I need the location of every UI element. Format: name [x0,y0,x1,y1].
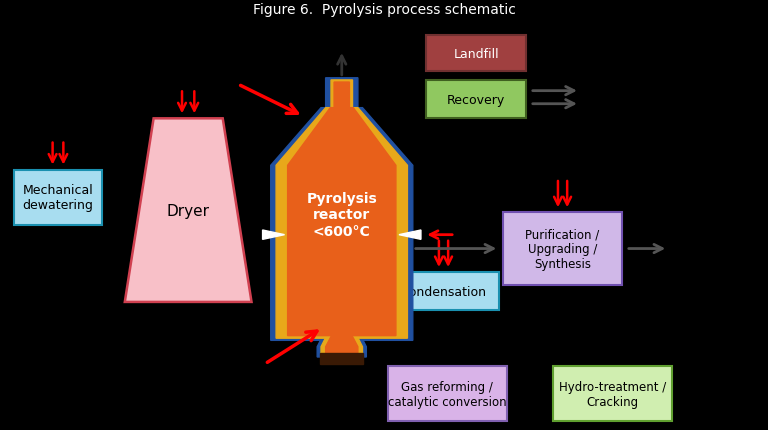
Polygon shape [287,83,396,336]
Bar [320,353,363,364]
Text: Dryer: Dryer [167,203,210,218]
Text: Condensation: Condensation [401,285,486,298]
Text: Recovery: Recovery [447,93,505,106]
Polygon shape [317,336,366,357]
Polygon shape [276,81,407,338]
Polygon shape [321,336,362,356]
Text: Figure 6.  Pyrolysis process schematic: Figure 6. Pyrolysis process schematic [253,3,515,17]
Text: Mechanical
dewatering: Mechanical dewatering [22,184,94,212]
FancyBboxPatch shape [426,81,526,119]
Polygon shape [124,119,252,302]
FancyBboxPatch shape [14,170,102,226]
Text: Hydro-treatment /
Cracking: Hydro-treatment / Cracking [559,380,666,408]
FancyBboxPatch shape [388,272,499,311]
Text: Landfill: Landfill [453,48,499,61]
Polygon shape [399,230,421,240]
Text: Pyrolysis
reactor
<600°C: Pyrolysis reactor <600°C [306,192,377,238]
Polygon shape [263,230,284,240]
FancyBboxPatch shape [553,366,672,421]
FancyBboxPatch shape [426,36,526,72]
FancyBboxPatch shape [388,366,507,421]
Polygon shape [270,79,412,341]
Polygon shape [326,337,358,353]
FancyBboxPatch shape [503,213,622,285]
Text: Gas reforming /
catalytic conversion: Gas reforming / catalytic conversion [388,380,507,408]
Text: Purification /
Upgrading /
Synthesis: Purification / Upgrading / Synthesis [525,227,600,270]
